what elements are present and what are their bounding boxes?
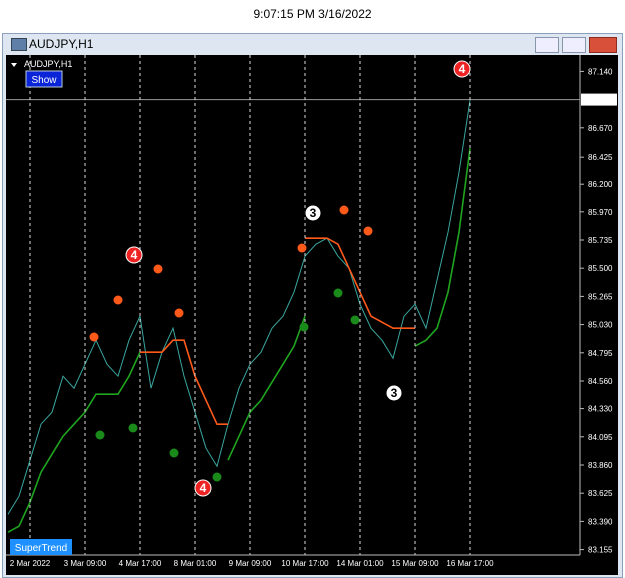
signal-badge <box>125 246 143 264</box>
y-tick-label: 87.140 <box>588 67 613 76</box>
window-icon <box>11 38 27 51</box>
series-line <box>7 148 471 533</box>
signal-dot <box>128 423 138 433</box>
y-tick-label: 83.155 <box>588 546 613 555</box>
x-tick-label: 15 Mar 09:00 <box>391 559 439 568</box>
signal-dot <box>212 472 222 482</box>
y-tick-label: 84.095 <box>588 433 613 442</box>
signal-dot <box>95 430 105 440</box>
indicator-box <box>10 539 72 555</box>
signal-dot <box>363 226 373 236</box>
chart-menu-arrow <box>11 63 17 67</box>
y-tick-label: 86.670 <box>588 124 613 133</box>
x-tick-label: 10 Mar 17:00 <box>281 559 329 568</box>
series-line <box>140 237 415 425</box>
y-tick-label: 84.330 <box>588 405 613 414</box>
signal-dot <box>89 332 99 342</box>
signal-dot <box>299 322 309 332</box>
signal-dot <box>333 288 343 298</box>
signal-dot <box>113 295 123 305</box>
signal-dot <box>174 308 184 318</box>
window-title: AUDJPY,H1 <box>29 37 94 51</box>
signal-number: 4 <box>459 62 466 76</box>
maximize-button[interactable] <box>562 37 586 53</box>
minimize-button[interactable] <box>535 37 559 53</box>
signal-badge <box>304 204 322 222</box>
signal-badge <box>194 479 212 497</box>
signal-dot <box>169 448 179 458</box>
indicator-label: SuperTrend <box>15 543 67 554</box>
y-tick-label: 86.200 <box>588 180 613 189</box>
signal-dot <box>350 315 360 325</box>
signal-dot <box>297 243 307 253</box>
signal-dot <box>153 264 163 274</box>
x-tick-label: 8 Mar 01:00 <box>174 559 217 568</box>
signal-number: 4 <box>200 481 207 495</box>
signal-number: 3 <box>391 386 398 400</box>
y-tick-label: 83.390 <box>588 517 613 526</box>
show-button-label[interactable]: Show <box>31 75 57 86</box>
series-line <box>7 100 471 515</box>
y-tick-label: 85.265 <box>588 292 613 301</box>
y-tick-label: 85.735 <box>588 236 613 245</box>
signal-number: 3 <box>310 206 317 220</box>
x-tick-label: 4 Mar 17:00 <box>119 559 162 568</box>
y-tick-label: 85.500 <box>588 264 613 273</box>
y-tick-label: 85.030 <box>588 321 613 330</box>
close-button[interactable] <box>589 37 617 53</box>
signal-badge <box>385 384 403 402</box>
x-tick-label: 9 Mar 09:00 <box>229 559 272 568</box>
signal-number: 4 <box>131 248 138 262</box>
y-tick-label: 83.625 <box>588 489 613 498</box>
signal-dot <box>339 205 349 215</box>
x-tick-label: 14 Mar 01:00 <box>336 559 384 568</box>
show-button[interactable] <box>25 70 63 88</box>
y-tick-label: 86.425 <box>588 153 613 162</box>
current-price-box <box>581 93 617 106</box>
x-tick-label: 16 Mar 17:00 <box>446 559 494 568</box>
x-tick-label: 3 Mar 09:00 <box>64 559 107 568</box>
x-tick-label: 2 Mar 2022 <box>10 559 51 568</box>
y-tick-label: 84.560 <box>588 377 613 386</box>
chart-label: AUDJPY,H1 <box>24 59 72 69</box>
y-tick-label: 85.970 <box>588 208 613 217</box>
timestamp: 9:07:15 PM 3/16/2022 <box>253 7 372 21</box>
signal-badge <box>453 60 471 78</box>
y-tick-label: 84.795 <box>588 349 613 358</box>
y-tick-label: 83.860 <box>588 461 613 470</box>
